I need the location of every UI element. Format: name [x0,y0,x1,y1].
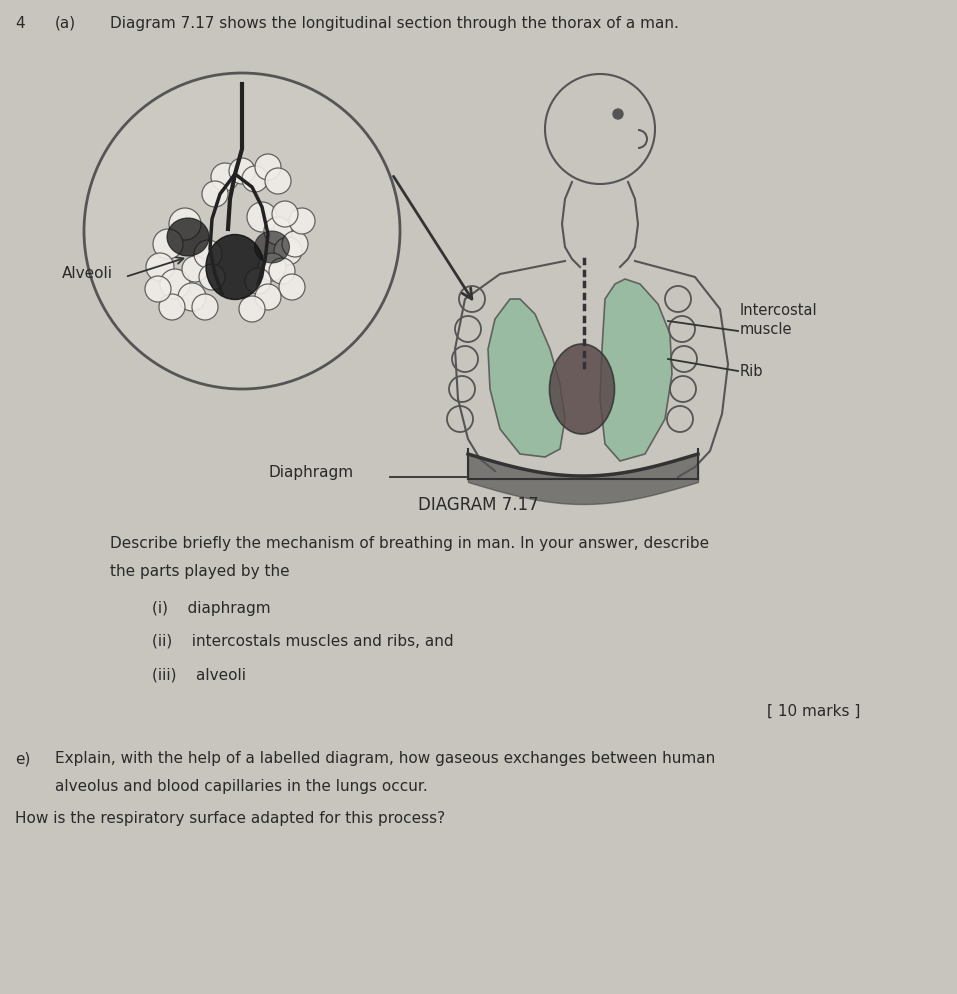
Text: DIAGRAM 7.17: DIAGRAM 7.17 [417,495,539,514]
Circle shape [264,218,292,246]
Circle shape [159,294,185,321]
Circle shape [272,202,298,228]
Circle shape [613,110,623,120]
Circle shape [153,230,183,259]
Text: [ 10 marks ]: [ 10 marks ] [767,704,860,719]
Text: Intercostal
muscle: Intercostal muscle [740,302,817,337]
Text: (iii)    alveoli: (iii) alveoli [152,666,246,681]
Circle shape [146,253,174,281]
Text: 4: 4 [15,16,25,31]
Polygon shape [600,279,672,461]
Ellipse shape [206,236,264,300]
Circle shape [169,209,201,241]
Circle shape [289,209,315,235]
Ellipse shape [549,345,614,434]
Circle shape [282,232,308,257]
Circle shape [258,253,286,281]
Circle shape [145,276,171,303]
Text: alveolus and blood capillaries in the lungs occur.: alveolus and blood capillaries in the lu… [55,778,428,793]
Text: (a): (a) [55,16,77,31]
Circle shape [279,274,305,301]
Text: Alveoli: Alveoli [62,265,113,280]
Ellipse shape [255,232,290,263]
Circle shape [160,269,190,300]
Text: e): e) [15,750,31,765]
Circle shape [274,238,302,265]
Text: the parts played by the: the parts played by the [110,564,290,579]
Ellipse shape [167,219,209,256]
Circle shape [199,264,225,290]
Circle shape [247,203,277,233]
Circle shape [265,169,291,195]
Circle shape [178,283,206,312]
Circle shape [194,241,222,268]
Circle shape [255,155,281,181]
Circle shape [229,159,255,185]
Polygon shape [488,300,565,457]
Text: Diagram 7.17 shows the longitudinal section through the thorax of a man.: Diagram 7.17 shows the longitudinal sect… [110,16,679,31]
Circle shape [192,294,218,321]
Text: (ii)    intercostals muscles and ribs, and: (ii) intercostals muscles and ribs, and [152,633,454,648]
Circle shape [84,74,400,390]
Circle shape [245,268,271,294]
Circle shape [255,284,281,311]
Text: Diaphragm: Diaphragm [268,465,353,480]
Text: (i)    diaphragm: (i) diaphragm [152,600,271,615]
Circle shape [239,296,265,323]
Circle shape [211,164,239,192]
Circle shape [182,256,208,282]
Text: Explain, with the help of a labelled diagram, how gaseous exchanges between huma: Explain, with the help of a labelled dia… [55,750,715,765]
Text: Describe briefly the mechanism of breathing in man. In your answer, describe: Describe briefly the mechanism of breath… [110,536,709,551]
Text: Rib: Rib [740,364,764,379]
Circle shape [202,182,228,208]
Circle shape [269,258,295,284]
Text: How is the respiratory surface adapted for this process?: How is the respiratory surface adapted f… [15,810,445,825]
Circle shape [242,167,268,193]
